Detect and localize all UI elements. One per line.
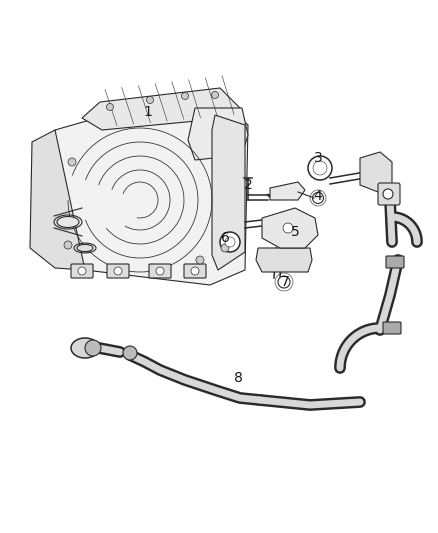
Circle shape — [225, 237, 235, 247]
Polygon shape — [30, 130, 85, 270]
Polygon shape — [212, 115, 245, 270]
Polygon shape — [270, 182, 305, 200]
Text: 8: 8 — [233, 371, 243, 385]
Circle shape — [308, 156, 332, 180]
Circle shape — [312, 192, 324, 204]
Circle shape — [221, 244, 229, 252]
Circle shape — [283, 223, 293, 233]
Circle shape — [114, 267, 122, 275]
Ellipse shape — [71, 338, 99, 358]
Circle shape — [78, 267, 86, 275]
Polygon shape — [52, 100, 248, 285]
FancyBboxPatch shape — [386, 256, 404, 268]
Circle shape — [278, 276, 290, 288]
Circle shape — [85, 340, 101, 356]
FancyBboxPatch shape — [149, 264, 171, 278]
Circle shape — [191, 267, 199, 275]
Text: 1: 1 — [144, 105, 152, 119]
FancyBboxPatch shape — [383, 322, 401, 334]
Text: 7: 7 — [281, 275, 290, 289]
Polygon shape — [262, 208, 318, 248]
Circle shape — [146, 96, 153, 103]
Circle shape — [196, 256, 204, 264]
Circle shape — [181, 93, 188, 100]
Text: 2: 2 — [244, 178, 252, 192]
Circle shape — [156, 267, 164, 275]
Polygon shape — [188, 108, 248, 160]
Circle shape — [123, 346, 137, 360]
Circle shape — [106, 103, 113, 110]
Polygon shape — [360, 152, 392, 192]
Text: 3: 3 — [314, 151, 322, 165]
Text: 5: 5 — [291, 225, 300, 239]
Circle shape — [212, 92, 219, 99]
Text: 4: 4 — [314, 189, 322, 203]
Circle shape — [64, 241, 72, 249]
Circle shape — [313, 161, 327, 175]
Circle shape — [220, 232, 240, 252]
Ellipse shape — [57, 216, 79, 228]
Polygon shape — [82, 88, 240, 130]
Polygon shape — [256, 248, 312, 272]
Text: 6: 6 — [221, 231, 230, 245]
FancyBboxPatch shape — [378, 183, 400, 205]
Ellipse shape — [77, 245, 93, 252]
FancyBboxPatch shape — [71, 264, 93, 278]
Circle shape — [68, 158, 76, 166]
FancyBboxPatch shape — [107, 264, 129, 278]
Circle shape — [383, 189, 393, 199]
FancyBboxPatch shape — [184, 264, 206, 278]
